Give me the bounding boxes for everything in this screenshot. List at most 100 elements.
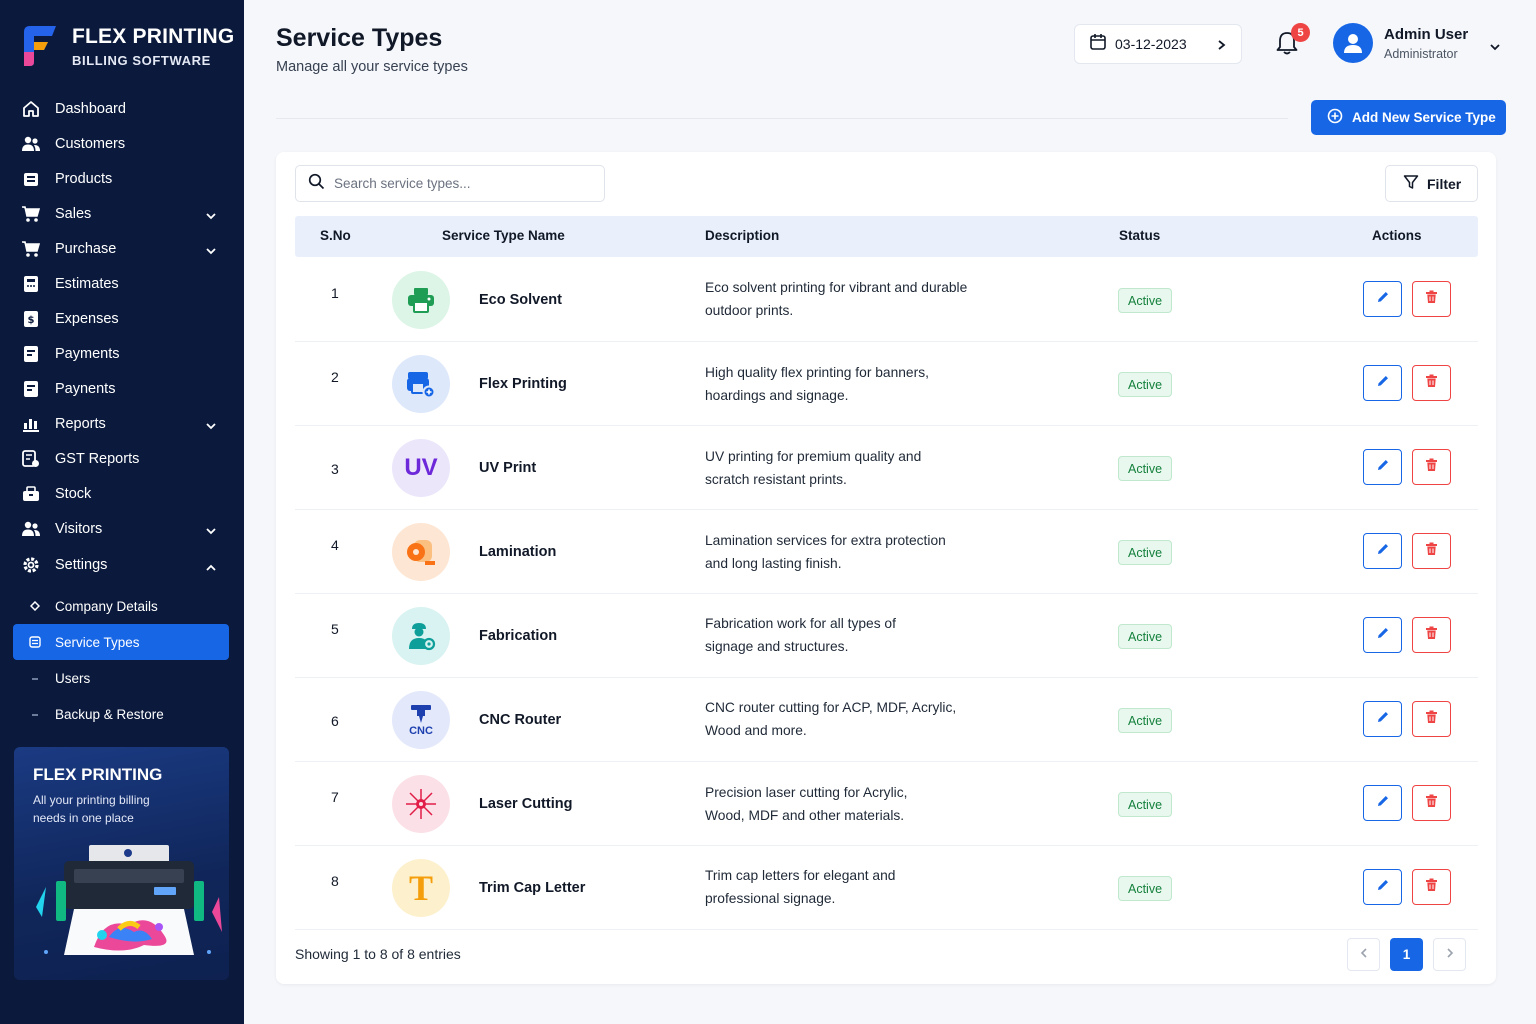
calculator-icon [21,274,41,294]
brand-subtitle: BILLING SOFTWARE [72,52,211,68]
sidebar-item-gst-reports[interactable]: GST Reports [13,441,229,476]
chevron-down-icon [205,207,217,225]
chevron-down-icon [205,522,217,540]
pencil-icon [1376,374,1390,393]
description-line: signage and structures. [705,639,849,654]
dash-icon [29,708,41,720]
sidebar-subitem-company-details[interactable]: Company Details [13,588,229,624]
edit-button[interactable] [1363,869,1402,905]
sidebar-item-label: Sales [55,205,92,222]
pagination-page-1[interactable]: 1 [1390,938,1423,971]
trim-cap-letter-icon: T [392,859,450,917]
column-header-status[interactable]: Status [1119,228,1161,243]
pencil-icon [1376,458,1390,477]
edit-button[interactable] [1363,785,1402,821]
chevron-right-icon[interactable] [1217,38,1227,56]
description-line: hoardings and signage. [705,388,849,403]
sidebar-item-label: Expenses [55,310,119,327]
description-line: professional signage. [705,891,836,906]
delete-button[interactable] [1412,701,1451,737]
sidebar-subitem-service-types[interactable]: Service Types [13,624,229,660]
description-line: CNC router cutting for ACP, MDF, Acrylic… [705,700,957,715]
status-badge: Active [1118,792,1173,817]
pagination-prev-button[interactable] [1347,938,1380,971]
promo-card: FLEX PRINTING All your printing billing … [14,747,229,980]
sidebar-item-label: Payments [55,345,120,362]
table-row: 2 Flex Printing High quality flex printi… [295,342,1478,426]
sidebar-item-label: Estimates [55,275,119,292]
edit-button[interactable] [1363,365,1402,401]
delete-button[interactable] [1412,533,1451,569]
sidebar-item-paynents[interactable]: Paynents [13,371,229,406]
service-name: Trim Cap Letter [479,880,586,896]
sidebar-item-reports[interactable]: Reports [13,406,229,441]
lamination-roll-icon [392,523,450,581]
sidebar-item-payments[interactable]: Payments [13,336,229,371]
pagination-next-button[interactable] [1433,938,1466,971]
search-box[interactable] [295,165,605,202]
trash-icon [1425,374,1438,393]
sidebar-item-label: Stock [55,485,92,502]
sidebar-item-label: Customers [55,135,126,152]
sidebar-subitem-label: Users [55,670,91,686]
edit-button[interactable] [1363,701,1402,737]
service-description: Fabrication work for all types of signage… [705,612,995,658]
sidebar-item-sales[interactable]: Sales [13,196,229,231]
sidebar-item-expenses[interactable]: $ Expenses [13,301,229,336]
laser-icon [392,775,450,833]
sidebar-subitem-label: Company Details [55,598,158,614]
row-number: 2 [331,369,339,385]
sidebar-subitem-users[interactable]: Users [13,660,229,696]
svg-text:$: $ [28,315,35,326]
delete-button[interactable] [1412,785,1451,821]
date-picker[interactable]: 03-12-2023 [1074,24,1242,64]
sidebar-subitem-backup-restore[interactable]: Backup & Restore [13,696,229,732]
description-line: Fabrication work for all types of [705,616,896,631]
sidebar-item-label: GST Reports [55,450,140,467]
pencil-icon [1376,878,1390,897]
users-icon [21,519,41,539]
sidebar-item-purchase[interactable]: Purchase [13,231,229,266]
edit-button[interactable] [1363,449,1402,485]
edit-button[interactable] [1363,281,1402,317]
sidebar-item-settings[interactable]: Settings [13,546,229,584]
filter-button[interactable]: Filter [1385,165,1478,202]
trash-icon [1425,458,1438,477]
service-description: Lamination services for extra protection… [705,529,995,575]
sidebar-item-label: Settings [55,557,108,573]
add-service-type-button[interactable]: Add New Service Type [1311,100,1506,135]
sidebar-item-customers[interactable]: Customers [13,126,229,161]
search-icon [308,173,325,195]
brand-title: FLEX PRINTING [72,24,235,48]
edit-button[interactable] [1363,617,1402,653]
sidebar-item-stock[interactable]: Stock [13,476,229,511]
sidebar-item-estimates[interactable]: Estimates [13,266,229,301]
brand[interactable]: FLEX PRINTING BILLING SOFTWARE [20,22,234,70]
sidebar-item-label: Dashboard [55,100,126,117]
sidebar-item-visitors[interactable]: Visitors [13,511,229,546]
delete-button[interactable] [1412,365,1451,401]
column-header-sno: S.No [320,228,351,243]
column-header-name[interactable]: Service Type Name [442,228,565,243]
edit-button[interactable] [1363,533,1402,569]
search-input[interactable] [334,176,574,191]
stock-icon [21,484,41,504]
delete-button[interactable] [1412,449,1451,485]
service-description: Eco solvent printing for vibrant and dur… [705,276,995,322]
delete-button[interactable] [1412,869,1451,905]
description-line: Lamination services for extra protection [705,533,946,548]
pencil-icon [1376,710,1390,729]
dash-icon [29,672,41,684]
avatar[interactable] [1333,23,1373,63]
cnc-icon-text: CNC [409,724,433,737]
uv-icon-text: UV [404,454,438,481]
pencil-icon [1376,626,1390,645]
sidebar-item-label: Reports [55,415,106,432]
service-description: High quality flex printing for banners, h… [705,361,995,407]
sidebar-item-products[interactable]: Products [13,161,229,196]
chevron-down-icon[interactable] [1489,38,1501,56]
sidebar-item-dashboard[interactable]: Dashboard [13,91,229,126]
delete-button[interactable] [1412,617,1451,653]
delete-button[interactable] [1412,281,1451,317]
description-line: Precision laser cutting for Acrylic, [705,785,908,800]
